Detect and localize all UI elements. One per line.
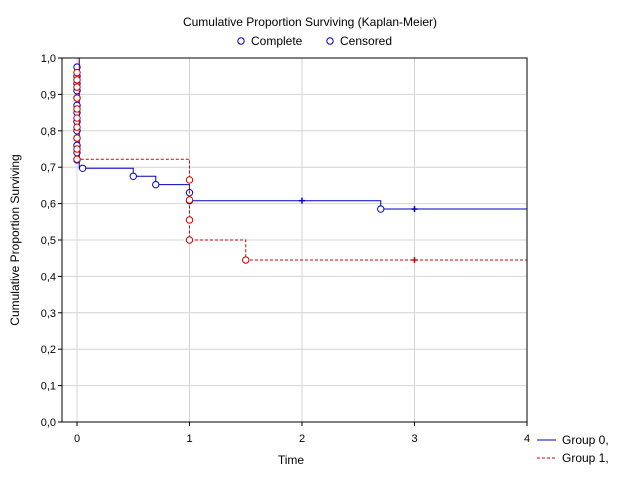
complete-marker xyxy=(73,155,81,163)
complete-marker xyxy=(73,68,81,77)
x-tick-label: 0 xyxy=(74,433,80,445)
complete-marker xyxy=(73,83,81,91)
complete-marker xyxy=(185,236,194,244)
complete-marker xyxy=(185,176,194,184)
censored-marker xyxy=(411,206,418,213)
complete-marker xyxy=(73,134,81,142)
marker-legend-item: Censored xyxy=(326,34,392,48)
y-tick-label: 0,0 xyxy=(41,417,56,429)
y-tick-label: 0,8 xyxy=(41,126,56,138)
legend-circle-symbol xyxy=(237,37,245,45)
y-tick-label: 0,6 xyxy=(41,199,56,211)
y-axis-ticks: 0,0 0,1 0,2 0,3 0,4 0,5 0,6 0,7 0,8 0,9 1,0 xyxy=(41,53,62,429)
censored-marker xyxy=(299,197,305,204)
complete-marker xyxy=(129,172,137,181)
y-tick-label: 0,1 xyxy=(41,381,56,393)
plot-frame xyxy=(61,57,528,423)
y-tick-label: 0,9 xyxy=(41,89,56,101)
complete-marker xyxy=(73,114,81,122)
series-1 xyxy=(73,57,527,264)
y-tick-label: 0,3 xyxy=(41,308,56,320)
y-tick-label: 0,4 xyxy=(41,271,56,283)
complete-marker xyxy=(73,145,81,153)
series-legend: Group 0, Group 1, xyxy=(537,433,609,465)
series-legend-item: Group 0, xyxy=(537,433,609,447)
y-tick-label: 0,2 xyxy=(41,344,56,356)
x-axis-title: Time xyxy=(278,453,305,467)
complete-marker xyxy=(73,94,81,102)
chart-title: Cumulative Proportion Surviving (Kaplan-… xyxy=(183,15,437,29)
y-tick-label: 0,7 xyxy=(41,162,56,174)
complete-marker xyxy=(185,216,194,224)
x-tick-label: 4 xyxy=(524,433,530,445)
marker-legend: Complete Censored xyxy=(237,34,392,48)
y-axis-title: Cumulative Proportion Surviving xyxy=(8,154,22,325)
marker-legend-item: Complete xyxy=(237,34,303,48)
complete-marker xyxy=(242,256,250,264)
complete-marker xyxy=(185,196,194,204)
series-legend-item: Group 1, xyxy=(537,451,609,465)
legend-plus-symbol xyxy=(326,37,334,45)
complete-marker xyxy=(377,205,385,213)
x-tick-label: 3 xyxy=(411,433,417,445)
marker-legend-label: Complete xyxy=(251,34,303,48)
y-tick-label: 1,0 xyxy=(41,53,56,65)
complete-marker xyxy=(78,164,87,172)
complete-marker xyxy=(152,180,160,189)
complete-marker xyxy=(73,105,81,113)
series-legend-label: Group 0, xyxy=(562,433,609,447)
series-legend-label: Group 1, xyxy=(562,451,609,465)
x-tick-label: 1 xyxy=(186,433,192,445)
marker-legend-label: Censored xyxy=(340,34,392,48)
series-layer xyxy=(73,57,527,264)
y-tick-label: 0,5 xyxy=(41,235,56,247)
complete-marker xyxy=(73,76,81,84)
complete-marker xyxy=(73,123,81,131)
x-tick-label: 2 xyxy=(299,433,305,445)
censored-marker xyxy=(411,257,418,264)
x-axis-ticks: 0 1 2 3 4 xyxy=(74,422,530,445)
